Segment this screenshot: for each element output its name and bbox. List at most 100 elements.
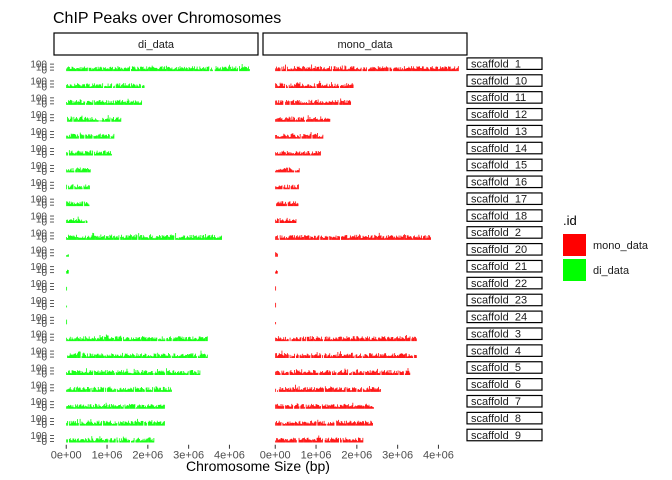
row-strip-box (466, 141, 543, 155)
row-strip-label: scaffold_4 (471, 345, 521, 357)
peak-track (275, 302, 277, 308)
peak-track (275, 368, 411, 375)
row-strip: scaffold_15 (466, 158, 543, 172)
legend-label: di_data (593, 265, 630, 277)
row-strip: scaffold_23 (466, 293, 543, 307)
y-tick-label: 10 (36, 400, 48, 411)
y-tick-label: 0 (41, 201, 47, 212)
peak-bars (275, 322, 277, 325)
y-tick-label: 0 (41, 82, 47, 93)
row-strip-box (466, 428, 543, 442)
peak-bars (275, 98, 352, 105)
peak-track (275, 184, 299, 190)
row-strip-box (466, 226, 543, 239)
x-axis-title: Chromosome Size (bp) (186, 458, 330, 474)
column-strip (53, 32, 259, 56)
peak-track (67, 350, 208, 359)
y-tick-label: 10 (36, 417, 48, 428)
peak-bars (66, 402, 165, 409)
y-tick-label: 10 (36, 198, 48, 209)
row-strip: scaffold_14 (466, 141, 543, 155)
y-tick-label: 100 (30, 76, 47, 87)
row-strip-box (466, 394, 543, 408)
peak-bars (66, 319, 68, 325)
x-axis-mono-data: 0e+00 1e+06 2e+06 3e+06 4e+06 (260, 444, 454, 462)
y-tick-label: 10 (36, 215, 48, 226)
x-tick-label: 1e+06 (301, 450, 332, 462)
peak-bars (66, 334, 208, 342)
x-axes: 0e+00 1e+06 2e+06 3e+06 4e+06 0e+00 1e+06 2e+06… (51, 444, 454, 462)
y-tick-label: 0 (41, 386, 47, 397)
peak-track (66, 184, 90, 190)
y-tick-label: 10 (36, 96, 48, 107)
peak-bars (66, 184, 90, 190)
y-tick-label: 10 (36, 113, 48, 124)
column-strip-label: mono_data (337, 39, 393, 51)
y-tick-label: 10 (36, 299, 48, 310)
chart-title: ChIP Peaks over Chromosomes (53, 10, 281, 27)
peak-bars (275, 302, 277, 308)
peak-track (66, 254, 69, 257)
row-strip-box (466, 310, 543, 324)
peak-track (66, 201, 90, 207)
y-tick-label: 100 (30, 363, 47, 374)
y-tick-label: 0 (41, 403, 47, 414)
peak-bars (275, 368, 411, 375)
peak-track (66, 216, 88, 224)
row-strip: scaffold_11 (466, 91, 543, 104)
y-tick-label: 0 (41, 268, 47, 279)
row-strip: scaffold_8 (466, 411, 543, 425)
x-tick-label: 0e+00 (51, 450, 82, 462)
peak-track (275, 115, 331, 122)
panel-di-data: di_data (53, 32, 259, 443)
y-tick-label: 10 (36, 181, 48, 192)
row-strip-box (466, 158, 543, 172)
row-strip-box (466, 91, 543, 104)
peak-bars (275, 419, 373, 426)
row-strip-label: scaffold_8 (471, 413, 521, 425)
y-tick-label: 10 (36, 130, 48, 141)
y-tick-label: 0 (41, 150, 47, 161)
y-tick-label: 100 (30, 161, 47, 172)
row-strip-box (466, 242, 543, 256)
y-tick-label: 0 (41, 353, 47, 364)
peak-bars (275, 350, 417, 359)
x-tick-label: 2e+06 (132, 450, 163, 462)
row-strip: scaffold_20 (466, 242, 543, 256)
peak-bars (66, 150, 112, 156)
row-strip-label: scaffold_11 (471, 92, 526, 104)
peak-track (275, 322, 277, 325)
y-tick-label: 0 (41, 420, 47, 431)
legend-swatch (563, 259, 586, 281)
peak-bars (275, 335, 417, 342)
peak-track (275, 150, 321, 156)
peak-track (67, 115, 122, 122)
legend-label: mono_data (593, 240, 649, 252)
peak-bars (66, 418, 165, 426)
y-tick-label: 100 (30, 279, 47, 290)
y-tick-label: 0 (41, 234, 47, 245)
peak-bars (67, 350, 208, 359)
peak-track (66, 305, 68, 308)
peak-bars (66, 386, 172, 392)
row-strip-box (466, 259, 543, 273)
row-strip-box (466, 57, 543, 71)
row-strip-label: scaffold_23 (471, 295, 527, 307)
peak-bars (275, 384, 381, 392)
row-strip-box (466, 378, 543, 391)
x-axis-di-data: 0e+00 1e+06 2e+06 3e+06 4e+06 (51, 444, 245, 462)
row-strip: scaffold_21 (466, 259, 543, 273)
facet-panels: di_data mono_data (53, 32, 468, 443)
peak-bars (66, 83, 145, 88)
y-tick-label: 100 (30, 380, 47, 391)
peak-track (66, 386, 172, 392)
y-tick-label: 0 (41, 167, 47, 178)
